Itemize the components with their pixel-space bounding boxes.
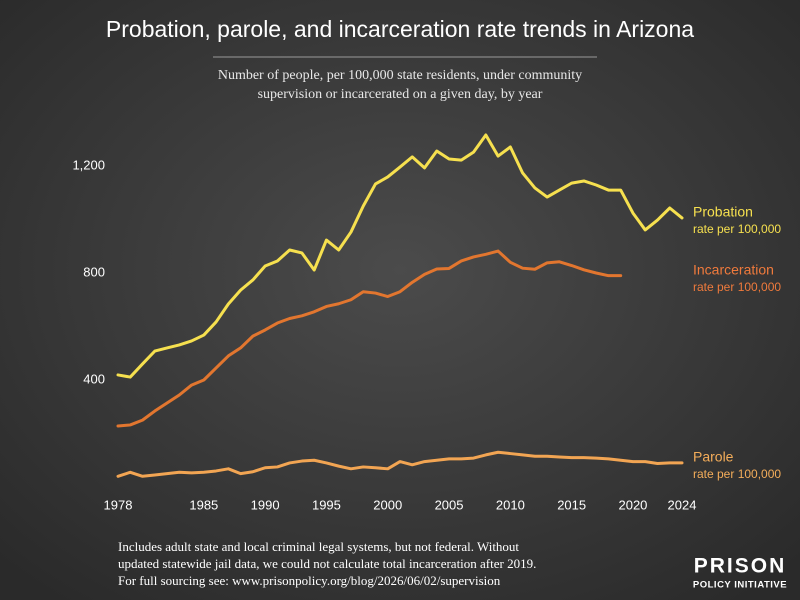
series-line xyxy=(116,133,684,379)
x-tick-label: 1978 xyxy=(104,497,133,512)
legend-label: Incarceration xyxy=(693,261,774,277)
x-tick-label: 2005 xyxy=(435,497,464,512)
x-tick-label: 2000 xyxy=(373,497,402,512)
x-tick-label: 2015 xyxy=(557,497,586,512)
chart-title: Probation, parole, and incarceration rat… xyxy=(106,16,694,42)
x-tick-label: 1990 xyxy=(251,497,280,512)
legend-sublabel: rate per 100,000 xyxy=(693,280,781,294)
legend-label: Parole xyxy=(693,449,734,465)
x-tick-label: 2024 xyxy=(668,497,697,512)
series-line xyxy=(116,249,623,428)
footnote: Includes adult state and local criminal … xyxy=(118,539,519,554)
subtitle: Number of people, per 100,000 state resi… xyxy=(218,68,582,83)
series-line xyxy=(116,450,684,478)
logo: POLICY INITIATIVE xyxy=(693,580,787,591)
x-tick-label: 1985 xyxy=(189,497,218,512)
legend-sublabel: rate per 100,000 xyxy=(693,222,781,236)
subtitle: supervision or incarcerated on a given d… xyxy=(258,87,543,102)
x-tick-label: 1995 xyxy=(312,497,341,512)
x-tick-label: 2010 xyxy=(496,497,525,512)
footnote: updated statewide jail data, we could no… xyxy=(118,556,536,571)
legend-label: Probation xyxy=(693,204,753,220)
footnote: For full sourcing see: www.prisonpolicy.… xyxy=(118,573,501,588)
logo: PRISON xyxy=(694,555,787,578)
legend-sublabel: rate per 100,000 xyxy=(693,467,781,481)
x-tick-label: 2020 xyxy=(618,497,647,512)
y-tick-label: 800 xyxy=(83,264,105,279)
y-tick-label: 400 xyxy=(83,371,105,386)
y-tick-label: 1,200 xyxy=(72,157,105,172)
